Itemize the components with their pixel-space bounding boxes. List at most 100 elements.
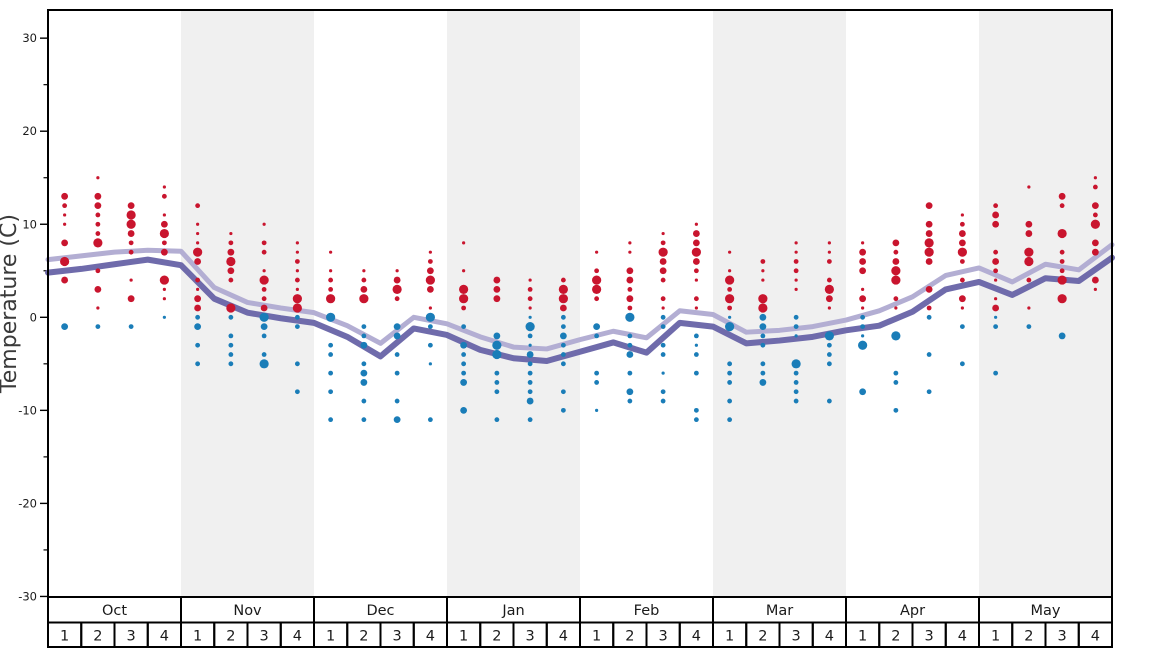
max-temperature-dot (794, 287, 798, 291)
max-temperature-dot (493, 285, 501, 293)
max-temperature-dot (260, 304, 268, 312)
min-temperature-dot (228, 314, 234, 320)
max-temperature-dot (126, 210, 136, 220)
max-temperature-dot (227, 248, 235, 256)
min-temperature-dot (660, 324, 666, 330)
min-temperature-dot (727, 417, 733, 423)
max-temperature-dot (859, 258, 867, 265)
max-temperature-dot (959, 259, 965, 264)
min-temperature-dot (594, 370, 600, 376)
max-temperature-dot (228, 277, 234, 283)
min-temperature-dot (760, 370, 766, 376)
min-temperature-dot (893, 407, 899, 413)
min-temperature-dot (693, 333, 699, 339)
min-temperature-dot (860, 324, 866, 330)
min-temperature-dot (394, 352, 400, 357)
max-temperature-dot (958, 239, 966, 247)
max-temperature-dot (992, 211, 1000, 219)
max-temperature-dot (560, 277, 566, 283)
week-label: 2 (758, 628, 767, 644)
min-temperature-dot (228, 352, 234, 357)
week-label: 2 (226, 628, 235, 644)
max-temperature-dot (758, 303, 768, 313)
y-tick-label: -20 (18, 496, 37, 510)
max-temperature-dot (827, 306, 831, 310)
max-temperature-dot (162, 213, 166, 217)
max-temperature-dot (592, 284, 602, 294)
min-temperature-dot (228, 342, 234, 348)
min-temperature-dot (560, 389, 566, 395)
max-temperature-dot (761, 278, 765, 282)
min-temperature-dot (527, 333, 533, 339)
max-temperature-dot (661, 306, 665, 310)
max-temperature-dot (794, 241, 798, 245)
max-temperature-dot (95, 212, 101, 218)
min-temperature-dot (926, 352, 932, 357)
min-temperature-dot (759, 313, 767, 321)
max-temperature-dot (229, 231, 233, 236)
min-temperature-dot (893, 380, 899, 385)
min-temperature-dot (1058, 332, 1066, 340)
max-temperature-dot (161, 240, 167, 246)
max-temperature-dot (326, 294, 336, 304)
max-temperature-dot (428, 250, 432, 254)
max-temperature-dot (692, 230, 700, 237)
week-label: 3 (127, 628, 136, 644)
week-label: 4 (825, 628, 834, 644)
max-temperature-dot (1059, 203, 1065, 209)
min-temperature-dot (328, 342, 334, 348)
min-temperature-dot (494, 417, 500, 423)
max-temperature-dot (924, 238, 934, 248)
max-temperature-dot (329, 250, 333, 254)
max-temperature-dot (861, 241, 865, 245)
min-temperature-dot (61, 323, 69, 331)
max-temperature-dot (459, 294, 469, 304)
min-temperature-dot (627, 342, 633, 348)
min-temperature-dot (794, 334, 798, 338)
min-temperature-dot (162, 315, 166, 319)
max-temperature-dot (294, 277, 300, 283)
min-temperature-dot (660, 314, 666, 320)
max-temperature-dot (359, 294, 369, 304)
min-temperature-dot (627, 398, 633, 404)
week-cell (1077, 621, 1113, 648)
max-temperature-dot (459, 284, 469, 294)
max-temperature-dot (626, 295, 634, 303)
max-temperature-dot (758, 294, 768, 304)
min-temperature-dot (228, 333, 234, 339)
max-temperature-dot (794, 250, 798, 254)
max-temperature-dot (826, 259, 832, 264)
min-temperature-dot (195, 342, 201, 348)
month-label-Oct: Oct (102, 603, 127, 619)
min-temperature-dot (361, 361, 367, 367)
max-temperature-dot (95, 231, 101, 236)
week-label: 2 (492, 628, 501, 644)
min-temperature-dot (393, 332, 401, 340)
min-temperature-dot (460, 341, 468, 349)
max-temperature-dot (992, 220, 1000, 228)
week-label: 4 (958, 628, 967, 644)
max-temperature-dot (94, 202, 102, 210)
max-temperature-dot (126, 219, 136, 229)
min-temperature-dot (859, 388, 867, 396)
y-tick-label: 10 (22, 217, 37, 231)
average-min-line (45, 254, 1115, 365)
min-temperature-dot (893, 370, 899, 376)
max-temperature-dot (559, 304, 567, 312)
min-temperature-dot (727, 370, 733, 376)
min-temperature-dot (393, 416, 401, 424)
week-label: 1 (592, 628, 601, 644)
max-temperature-dot (226, 256, 236, 267)
min-temperature-dot (660, 398, 666, 404)
max-temperature-dot (1024, 247, 1034, 257)
max-temperature-dot (993, 249, 999, 255)
max-temperature-dot (196, 241, 200, 245)
max-temperature-dot (295, 269, 299, 273)
min-temperature-dot (427, 324, 433, 330)
week-label: 4 (1091, 628, 1100, 644)
min-temperature-dot (693, 370, 699, 376)
max-temperature-dot (960, 306, 964, 310)
month-label-Apr: Apr (900, 603, 925, 619)
month-label-May: May (1031, 603, 1061, 619)
max-temperature-dot (825, 295, 833, 303)
